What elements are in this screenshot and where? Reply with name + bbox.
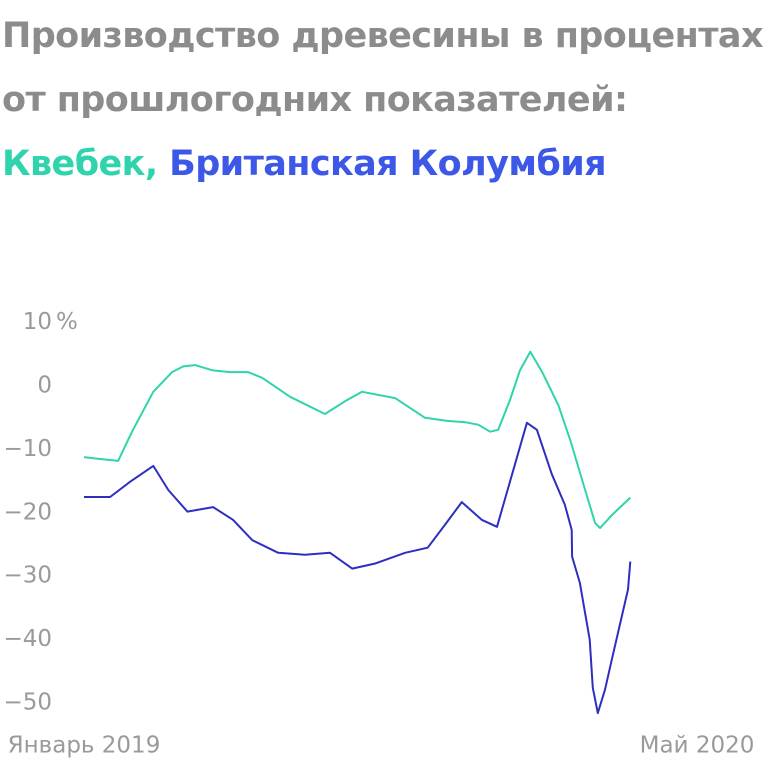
y-tick-label: 0 (37, 373, 52, 399)
y-tick-label: 10 (23, 309, 52, 335)
x-tick-label: Январь 2019 (8, 733, 161, 759)
y-tick-label: −10 (3, 436, 52, 462)
y-tick-label: −20 (3, 499, 52, 525)
legend-label: Квебек, (2, 144, 158, 184)
y-tick-label: −40 (3, 626, 52, 652)
x-tick-label: Май 2020 (640, 733, 755, 759)
chart-title: Производство древесины в процентах от пр… (2, 16, 764, 120)
chart-title-block: Производство древесины в процентах от пр… (2, 4, 766, 196)
legend-label: Британская Колумбия (169, 144, 606, 184)
y-tick-label: −50 (3, 689, 52, 715)
y-tick-label: −30 (3, 563, 52, 589)
series-line (83, 350, 631, 529)
y-unit: % (56, 309, 78, 335)
series-line (84, 421, 632, 715)
